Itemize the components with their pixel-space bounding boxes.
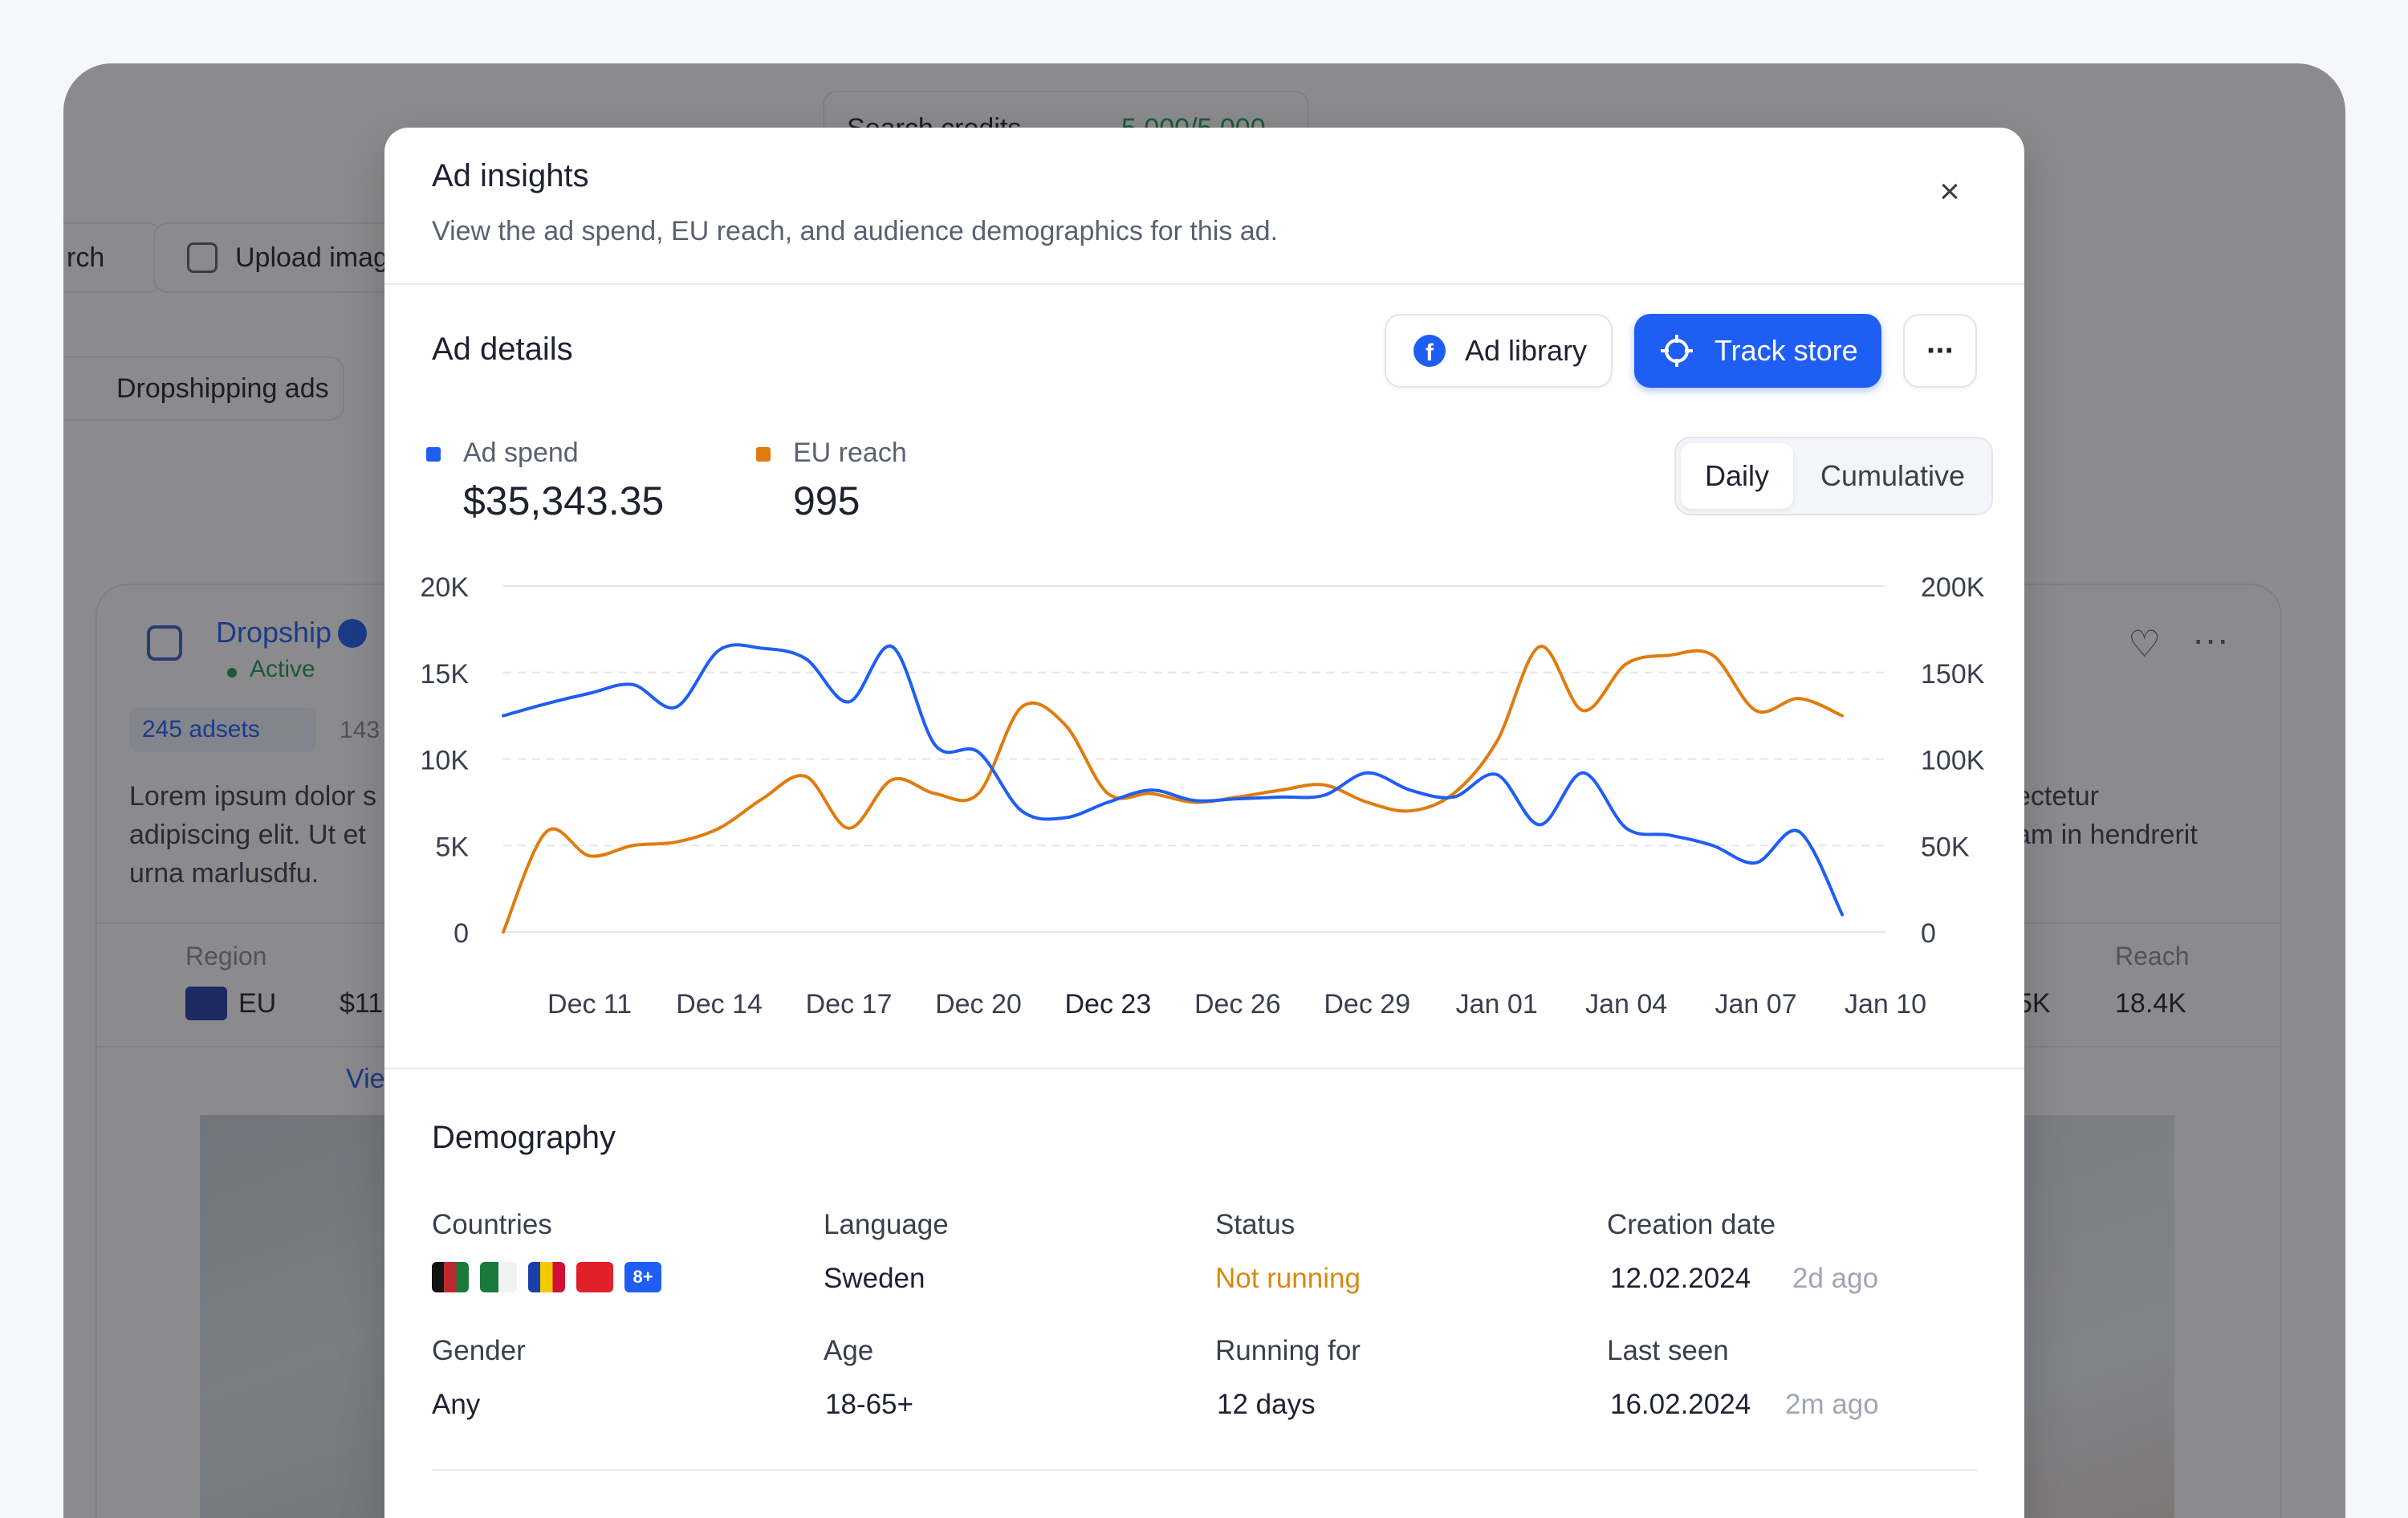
track-store-button[interactable]: Track store bbox=[1634, 314, 1881, 388]
flag-afghanistan-icon bbox=[432, 1262, 469, 1292]
last-seen-value: 16.02.2024 bbox=[1610, 1389, 1751, 1420]
creation-date-label: Creation date bbox=[1607, 1209, 1776, 1240]
eu-reach-value: 995 bbox=[793, 478, 860, 523]
x-tick-label: Dec 23 bbox=[1065, 989, 1152, 1019]
flag-andorra-icon bbox=[528, 1262, 565, 1292]
close-icon[interactable]: × bbox=[1939, 172, 1960, 211]
gender-label: Gender bbox=[432, 1335, 526, 1366]
ad-spend-value: $35,343.35 bbox=[463, 478, 665, 523]
x-tick-label: Jan 04 bbox=[1585, 989, 1667, 1019]
legend-ad-spend: Ad spend $35,343.35 bbox=[426, 431, 715, 535]
y-left-tick-label: 10K bbox=[421, 746, 470, 776]
y-right-tick-label: 150K bbox=[1921, 659, 1985, 690]
y-left-tick-label: 20K bbox=[421, 572, 470, 603]
toggle-cumulative[interactable]: Cumulative bbox=[1820, 459, 1966, 492]
x-tick-label: Jan 07 bbox=[1715, 989, 1797, 1019]
creation-date-value: 12.02.2024 bbox=[1610, 1263, 1751, 1294]
modal-title: Ad insights bbox=[432, 158, 589, 193]
flag-albania-icon bbox=[576, 1262, 613, 1292]
last-seen-ago: 2m ago bbox=[1785, 1389, 1879, 1420]
language-value: Sweden bbox=[824, 1263, 925, 1294]
header-divider bbox=[384, 283, 2024, 285]
ad-library-label: Ad library bbox=[1465, 334, 1588, 367]
toggle-daily[interactable]: Daily bbox=[1681, 443, 1793, 509]
age-label: Age bbox=[824, 1335, 874, 1366]
period-toggle: Daily Cumulative bbox=[1674, 437, 1993, 515]
countries-label: Countries bbox=[432, 1209, 552, 1240]
running-for-value: 12 days bbox=[1217, 1389, 1316, 1420]
y-right-tick-label: 100K bbox=[1921, 746, 1985, 776]
y-left-tick-label: 0 bbox=[454, 918, 469, 949]
x-tick-label: Dec 11 bbox=[547, 989, 632, 1019]
ad-insights-chart: 0 5K 10K 15K 20K 0 50K 100K 150K 200K Dec 11 Dec 14… bbox=[421, 572, 1985, 1019]
x-tick-label: Jan 10 bbox=[1845, 989, 1926, 1019]
y-right-tick-label: 0 bbox=[1921, 918, 1936, 949]
track-store-label: Track store bbox=[1714, 334, 1858, 367]
x-tick-label: Dec 17 bbox=[806, 989, 893, 1019]
language-label: Language bbox=[824, 1209, 949, 1240]
ad-spend-line bbox=[502, 643, 1845, 917]
ad-details-title: Ad details bbox=[432, 332, 573, 367]
creation-date-ago: 2d ago bbox=[1792, 1263, 1879, 1294]
y-left-tick-label: 15K bbox=[421, 659, 470, 690]
legend-eu-reach: EU reach 995 bbox=[756, 431, 997, 535]
more-options-button[interactable]: ··· bbox=[1903, 314, 1977, 388]
gender-value: Any bbox=[432, 1389, 481, 1420]
flag-algeria-icon bbox=[480, 1262, 517, 1292]
running-for-label: Running for bbox=[1215, 1335, 1361, 1366]
more-icon: ··· bbox=[1926, 332, 1955, 368]
y-right-tick-label: 200K bbox=[1921, 572, 1985, 603]
eu-reach-swatch bbox=[756, 447, 771, 462]
ad-spend-swatch bbox=[426, 447, 441, 462]
last-seen-label: Last seen bbox=[1607, 1335, 1729, 1366]
x-tick-label: Dec 20 bbox=[935, 989, 1022, 1019]
crosshair-icon bbox=[1660, 334, 1694, 368]
eu-reach-label: EU reach bbox=[793, 437, 907, 468]
demography-title: Demography bbox=[432, 1120, 616, 1155]
ad-library-button[interactable]: f Ad library bbox=[1385, 314, 1613, 388]
status-label: Status bbox=[1215, 1209, 1296, 1240]
chart-divider bbox=[384, 1068, 2024, 1069]
x-tick-label: Dec 29 bbox=[1324, 989, 1410, 1019]
ad-insights-modal: Ad insights View the ad spend, EU reach,… bbox=[384, 128, 2024, 1518]
x-tick-label: Dec 14 bbox=[676, 989, 763, 1019]
facebook-icon: f bbox=[1413, 335, 1446, 367]
ad-spend-label: Ad spend bbox=[463, 437, 579, 468]
status-value: Not running bbox=[1215, 1263, 1361, 1294]
more-countries-badge[interactable]: 8+ bbox=[624, 1262, 661, 1292]
y-left-tick-label: 5K bbox=[435, 832, 469, 862]
age-value: 18-65+ bbox=[825, 1389, 913, 1420]
eu-reach-line bbox=[502, 645, 1845, 934]
modal-subtitle: View the ad spend, EU reach, and audienc… bbox=[432, 216, 1279, 246]
x-tick-label: Jan 01 bbox=[1456, 989, 1538, 1019]
demography-divider bbox=[432, 1469, 1977, 1471]
x-tick-label: Dec 26 bbox=[1194, 989, 1281, 1019]
y-right-tick-label: 50K bbox=[1921, 832, 1970, 862]
